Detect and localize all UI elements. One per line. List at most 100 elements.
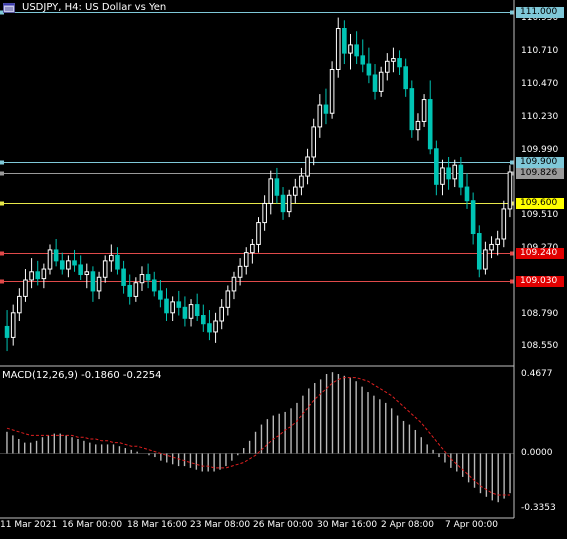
candle bbox=[237, 258, 243, 286]
candle bbox=[434, 140, 439, 196]
price-level-label: 109.030 bbox=[516, 276, 564, 287]
candle bbox=[4, 310, 10, 352]
candle bbox=[17, 288, 22, 321]
macd-tick-label: 0.4677 bbox=[521, 369, 553, 379]
price-level-lines bbox=[0, 10, 514, 284]
price-level-handle[interactable] bbox=[0, 279, 4, 284]
candle bbox=[495, 230, 500, 256]
candle bbox=[329, 61, 335, 119]
candle bbox=[41, 263, 47, 289]
candle bbox=[90, 266, 96, 302]
price-level-label: 109.900 bbox=[516, 157, 564, 168]
price-tick-label: 110.710 bbox=[521, 46, 559, 57]
candle bbox=[286, 189, 292, 218]
macd-signal-line bbox=[6, 377, 510, 496]
macd-tick-label: 0.0000 bbox=[521, 447, 553, 458]
candle bbox=[72, 249, 77, 272]
candle bbox=[470, 192, 476, 245]
candle bbox=[360, 39, 366, 73]
candle bbox=[452, 159, 458, 188]
price-level-handle[interactable] bbox=[0, 251, 4, 256]
candle bbox=[391, 47, 396, 73]
macd-tick-label: -0.3353 bbox=[521, 503, 556, 513]
candle bbox=[188, 299, 194, 327]
price-level-handle[interactable] bbox=[0, 201, 4, 206]
price-tick-label: 110.230 bbox=[521, 111, 559, 122]
candle bbox=[78, 255, 83, 280]
price-level-handle[interactable] bbox=[510, 279, 514, 284]
candle bbox=[403, 58, 408, 97]
macd-title: MACD(12,26,9) -0.1860 -0.2254 bbox=[2, 370, 162, 381]
price-level-label: 109.600 bbox=[516, 198, 564, 209]
candle bbox=[35, 260, 41, 286]
price-level-label: 109.826 bbox=[516, 168, 564, 179]
chart-frame bbox=[0, 0, 515, 519]
candle bbox=[440, 159, 445, 196]
candle bbox=[84, 263, 90, 289]
price-level-handle[interactable] bbox=[0, 160, 4, 165]
price-level-handle[interactable] bbox=[0, 171, 4, 176]
candle bbox=[458, 156, 464, 196]
candle bbox=[501, 200, 507, 248]
time-tick-label: 16 Mar 00:00 bbox=[62, 520, 123, 530]
candle bbox=[225, 285, 231, 316]
candle bbox=[102, 255, 108, 283]
candle bbox=[139, 266, 145, 291]
candle bbox=[47, 244, 53, 275]
price-tick-label: 110.950 bbox=[521, 13, 559, 24]
candle bbox=[151, 271, 157, 297]
candle bbox=[409, 80, 415, 138]
candle bbox=[158, 279, 163, 308]
candle bbox=[476, 225, 482, 278]
candle bbox=[133, 277, 139, 302]
candle bbox=[372, 64, 378, 100]
candle bbox=[53, 238, 59, 267]
candle bbox=[378, 66, 384, 97]
candle bbox=[59, 252, 65, 275]
time-tick-label: 7 Apr 00:00 bbox=[445, 520, 498, 530]
candle bbox=[164, 288, 169, 321]
price-level-handle[interactable] bbox=[0, 10, 4, 15]
candle bbox=[317, 94, 323, 138]
price-tick-label: 109.510 bbox=[521, 210, 559, 221]
candle bbox=[299, 167, 304, 196]
chart-window-icon bbox=[3, 3, 15, 13]
candle bbox=[397, 50, 402, 75]
candle bbox=[268, 170, 274, 215]
candle bbox=[292, 178, 298, 204]
candle bbox=[323, 88, 329, 125]
candle bbox=[176, 290, 182, 316]
price-level-label: 111.000 bbox=[516, 7, 564, 18]
price-tick-label: 108.790 bbox=[521, 308, 559, 319]
candle bbox=[348, 33, 353, 70]
candle bbox=[427, 80, 433, 155]
candle bbox=[213, 312, 218, 343]
time-tick-label: 2 Apr 08:00 bbox=[381, 520, 434, 530]
candle bbox=[366, 47, 372, 84]
candle bbox=[335, 17, 341, 78]
candle bbox=[250, 238, 255, 264]
candle bbox=[66, 255, 71, 278]
candle bbox=[121, 260, 126, 294]
chart-title: USDJPY, H4: US Dollar vs Yen bbox=[22, 2, 167, 13]
price-level-handle[interactable] bbox=[510, 10, 514, 15]
candle bbox=[207, 310, 212, 341]
candle bbox=[256, 217, 261, 253]
candle bbox=[305, 148, 310, 185]
price-tick-label: 110.470 bbox=[521, 79, 559, 90]
time-tick-label: 26 Mar 00:00 bbox=[253, 520, 314, 530]
time-tick-label: 23 Mar 08:00 bbox=[190, 520, 251, 530]
price-level-handle[interactable] bbox=[510, 251, 514, 256]
price-level-handle[interactable] bbox=[510, 160, 514, 165]
price-level-label: 109.240 bbox=[516, 248, 564, 259]
candle bbox=[219, 299, 225, 330]
time-tick-label: 30 Mar 16:00 bbox=[317, 520, 378, 530]
candle bbox=[109, 244, 114, 272]
price-tick-label: 109.990 bbox=[521, 144, 559, 155]
time-tick-label: 11 Mar 2021 bbox=[0, 520, 58, 530]
candle bbox=[231, 271, 237, 300]
candle bbox=[127, 274, 133, 305]
candle bbox=[342, 20, 347, 65]
candle bbox=[415, 113, 421, 141]
